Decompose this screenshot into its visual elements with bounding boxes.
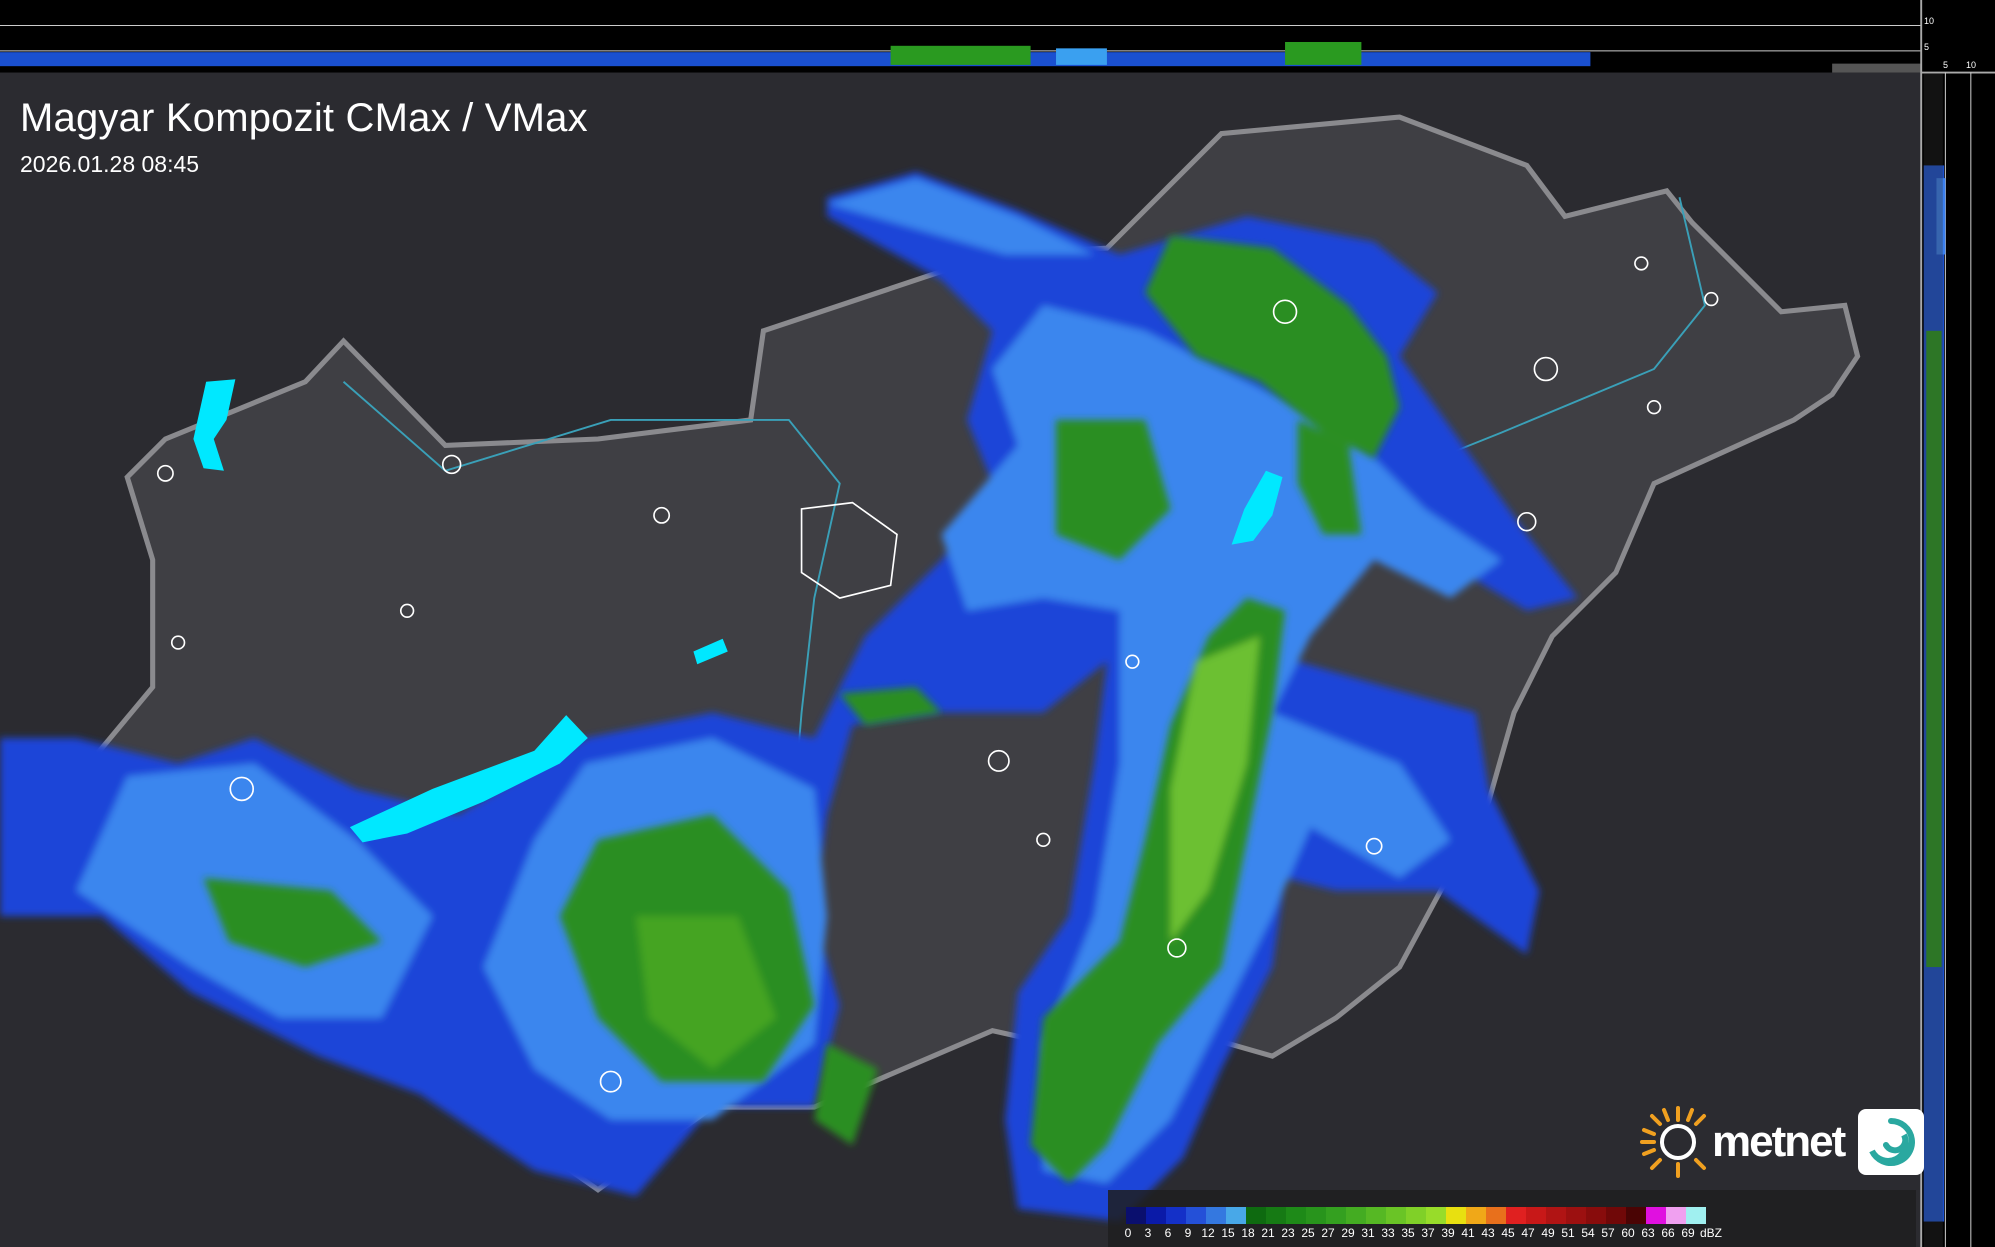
legend-swatch	[1406, 1207, 1426, 1224]
legend-label: 31	[1361, 1226, 1375, 1240]
legend-label: 66	[1661, 1226, 1675, 1240]
right-axis-tick: 5	[1943, 60, 1949, 70]
legend-label: 21	[1261, 1226, 1275, 1240]
top-axis-tick: 5	[1924, 42, 1930, 52]
moderate-echoes	[203, 235, 1400, 1184]
legend-swatch	[1326, 1207, 1346, 1224]
legend-label: 3	[1144, 1226, 1152, 1240]
logo-brand: metnet	[1712, 1117, 1846, 1166]
map-timestamp: 2026.01.28 08:45	[20, 151, 200, 177]
legend-labels: 0 3 6 9 12 15 18 21 23 25 27 29 31 33 35 37 39 41 43 45 47 49…	[1118, 1226, 1722, 1240]
legend-label: 35	[1401, 1226, 1415, 1240]
legend-swatch	[1546, 1207, 1566, 1224]
legend-label: 45	[1501, 1226, 1515, 1240]
legend-label: 69	[1681, 1226, 1695, 1240]
legend-swatch	[1186, 1207, 1206, 1224]
legend-label: 47	[1521, 1226, 1535, 1240]
legend-swatch	[1126, 1207, 1146, 1224]
legend-swatch	[1366, 1207, 1386, 1224]
legend-swatch	[1506, 1207, 1526, 1224]
legend-label: 51	[1561, 1226, 1575, 1240]
legend-label: 43	[1481, 1226, 1495, 1240]
metnet-logo: metnet	[1638, 1104, 1925, 1180]
legend-swatch	[1226, 1207, 1246, 1224]
legend-label: 9	[1184, 1226, 1192, 1240]
legend-label: 60	[1621, 1226, 1635, 1240]
legend-swatch	[1486, 1207, 1506, 1224]
legend-swatch	[1586, 1207, 1606, 1224]
city-outlines	[156, 256, 1719, 1093]
legend-label: 23	[1281, 1226, 1295, 1240]
legend-label: 25	[1301, 1226, 1315, 1240]
lake-velence	[693, 638, 728, 665]
legend-label: 54	[1581, 1226, 1595, 1240]
legend-swatch	[1386, 1207, 1406, 1224]
legend-label: 63	[1641, 1226, 1655, 1240]
legend-swatch	[1206, 1207, 1226, 1224]
legend-swatch	[1146, 1207, 1166, 1224]
dbz-legend: 0 3 6 9 12 15 18 21 23 25 27 29 31 33 35 37 39 41 43 45 47 49…	[1108, 1190, 1916, 1247]
legend-swatch	[1606, 1207, 1626, 1224]
legend-unit: dBZ	[1700, 1226, 1723, 1240]
top-profile-echo	[0, 52, 1591, 67]
legend-swatch	[1246, 1207, 1266, 1224]
legend-swatch	[1466, 1207, 1486, 1224]
legend-label: 0	[1124, 1226, 1132, 1240]
legend-label: 49	[1541, 1226, 1555, 1240]
legend-swatch	[1686, 1207, 1706, 1224]
legend-label: 27	[1321, 1226, 1335, 1240]
lake-balaton	[349, 715, 588, 843]
swirl-logo-icon	[1858, 1109, 1925, 1175]
legend-swatch	[1286, 1207, 1306, 1224]
legend-label: 41	[1461, 1226, 1475, 1240]
legend-swatch	[1646, 1207, 1666, 1224]
legend-label: 29	[1341, 1226, 1355, 1240]
legend-swatch	[1626, 1207, 1646, 1224]
legend-label: 6	[1164, 1226, 1172, 1240]
legend-label: 12	[1201, 1226, 1215, 1240]
legend-swatch	[1166, 1207, 1186, 1224]
legend-label: 39	[1441, 1226, 1455, 1240]
lake-ferto	[193, 379, 236, 471]
sun-icon	[1640, 1106, 1706, 1178]
map-title: Magyar Kompozit CMax / VMax	[20, 96, 588, 140]
legend-swatch	[1446, 1207, 1466, 1224]
lake-tisza	[1231, 470, 1283, 545]
legend-swatch	[1426, 1207, 1446, 1224]
right-axis-tick: 10	[1966, 60, 1977, 70]
legend-label: 15	[1221, 1226, 1235, 1240]
legend-label: 18	[1241, 1226, 1255, 1240]
legend-swatch	[1666, 1207, 1686, 1224]
legend-label: 37	[1421, 1226, 1435, 1240]
legend-swatch	[1346, 1207, 1366, 1224]
legend-color-scale	[1126, 1207, 1706, 1224]
legend-label: 33	[1381, 1226, 1395, 1240]
legend-swatch	[1566, 1207, 1586, 1224]
top-axis-tick: 10	[1924, 16, 1935, 26]
legend-label: 57	[1601, 1226, 1615, 1240]
legend-swatch	[1306, 1207, 1326, 1224]
legend-swatch	[1266, 1207, 1286, 1224]
legend-swatch	[1526, 1207, 1546, 1224]
